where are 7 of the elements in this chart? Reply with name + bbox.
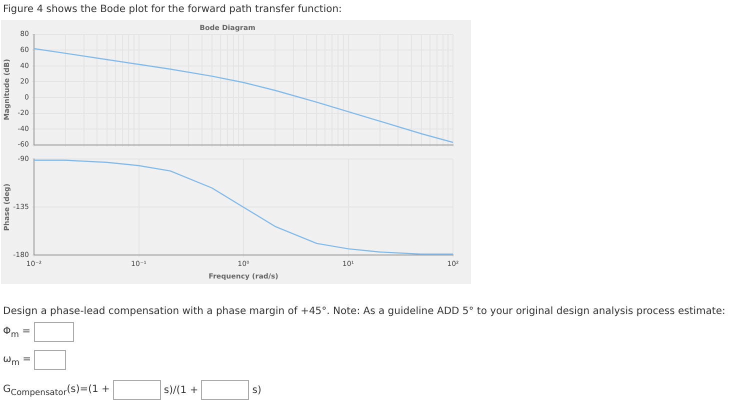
text: s) <box>252 384 262 396</box>
text: G$_{Compensator}$(s)=(1 + <box>3 384 110 396</box>
text: s)/(1 + <box>164 384 198 396</box>
text: ω$_{m}$ = <box>3 354 32 366</box>
text: Φ$_{m}$ = <box>3 326 31 338</box>
text: Design a phase-lead compensation with a phase margin of +45°. Note: As a guideline ADD 5° to your original design analysis process estimate: <box>3 306 726 317</box>
caption: Figure 4 shows the Bode plot for the forward path transfer function: <box>3 4 342 15</box>
